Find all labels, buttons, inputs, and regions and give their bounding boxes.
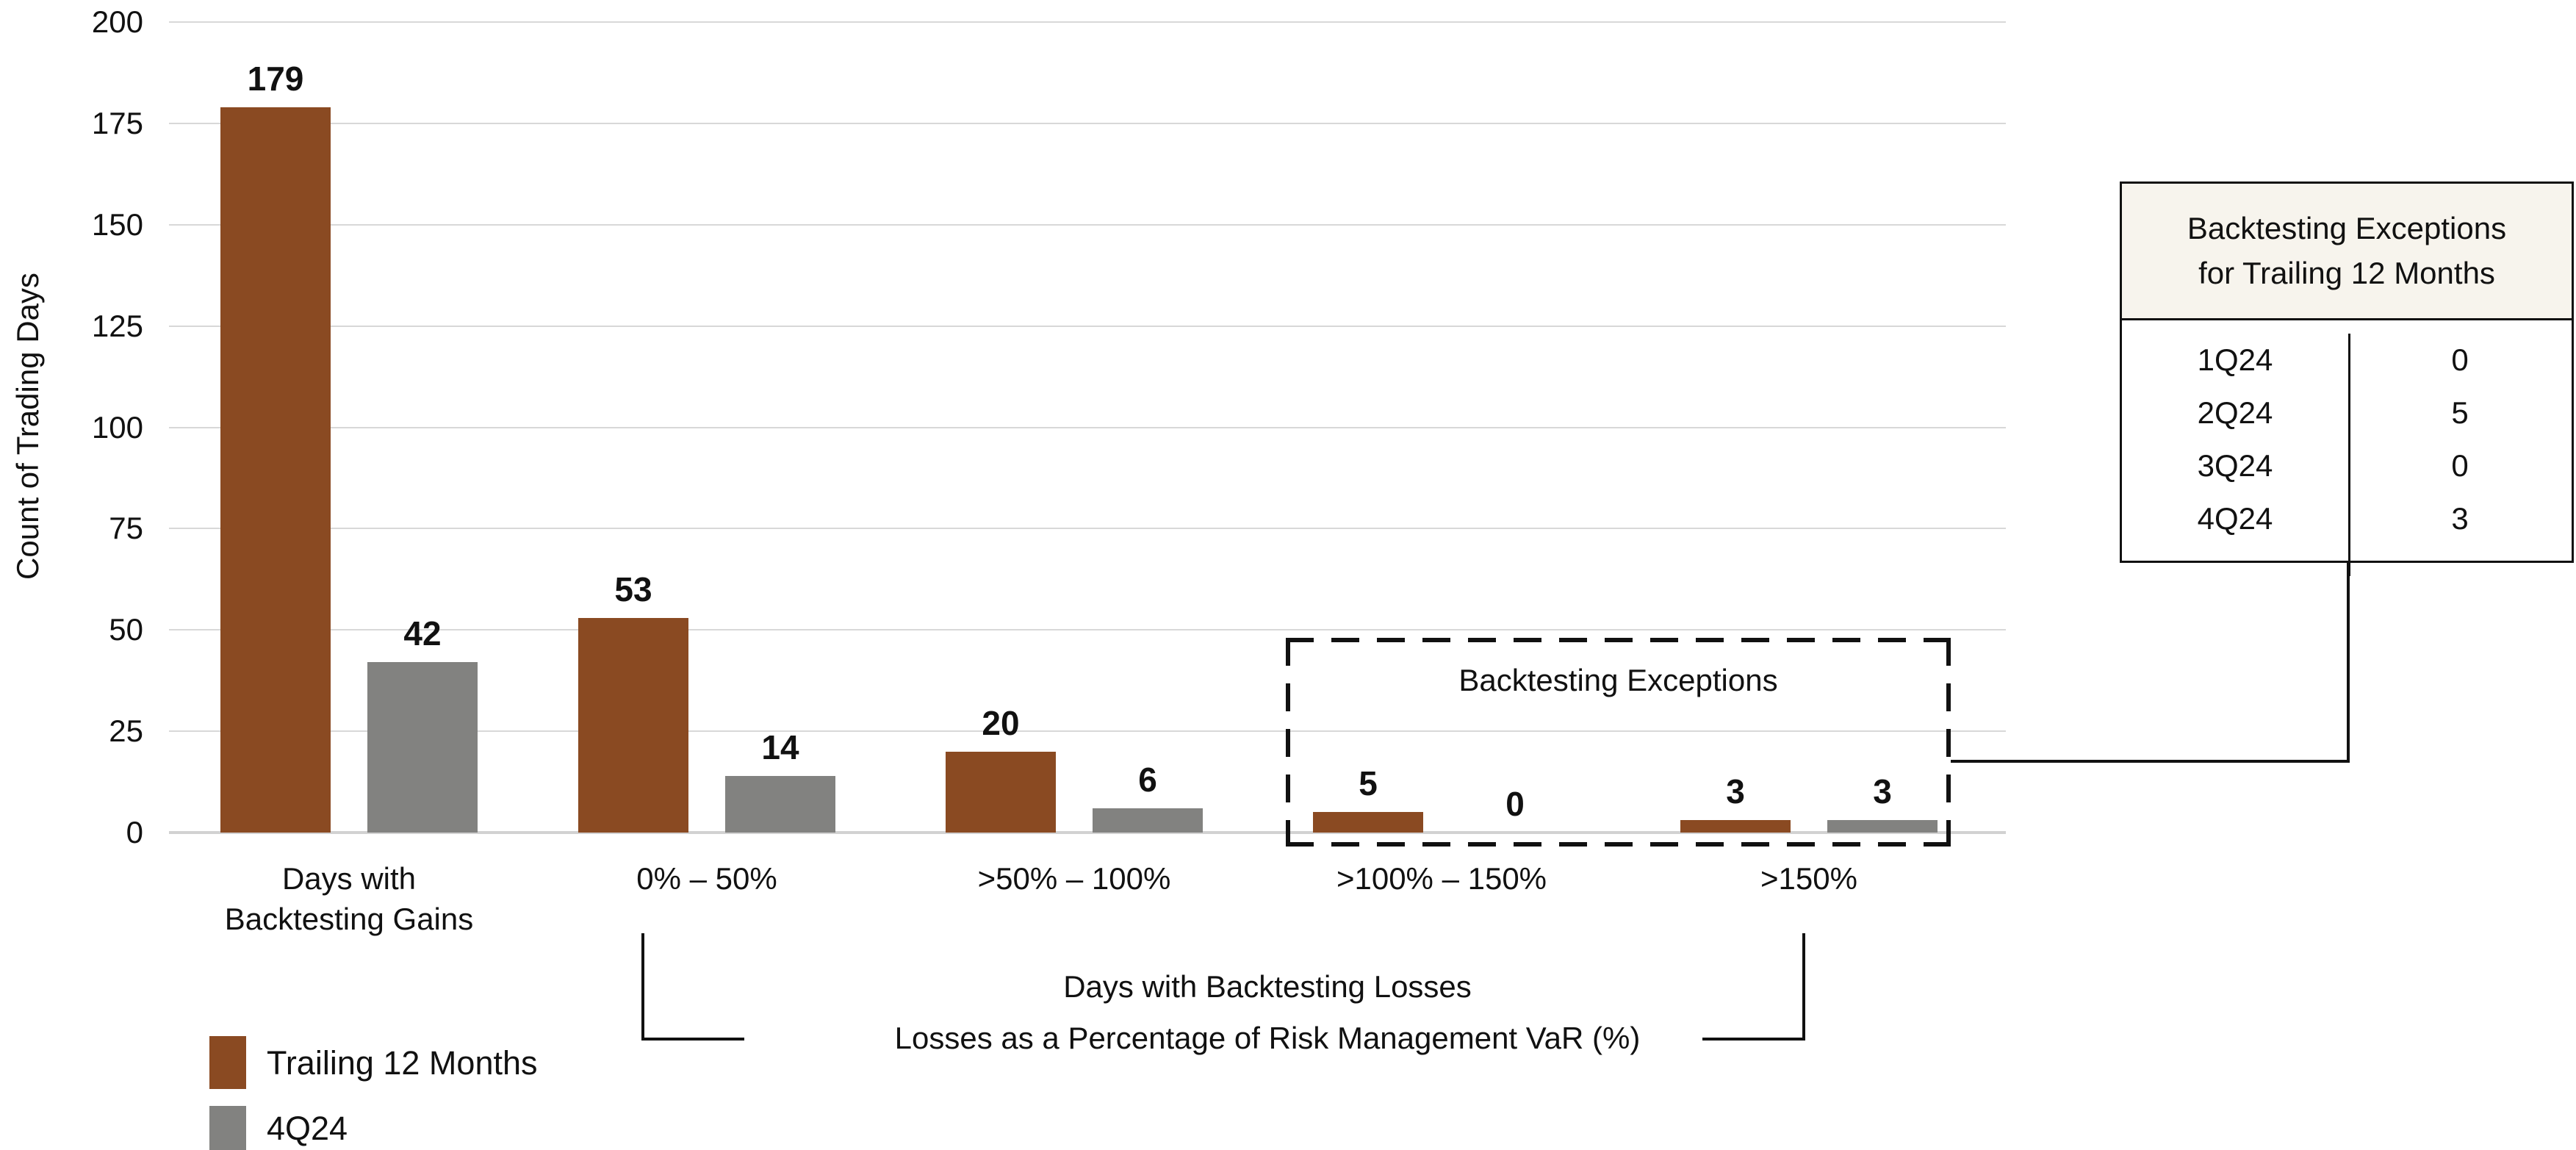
bar-value-label: 20 [982, 704, 1020, 742]
bar-trailing12m-3 [1313, 812, 1423, 833]
gridline-0 [169, 831, 2006, 834]
y-tick-label-150: 150 [91, 206, 143, 242]
bar-value-label: 14 [761, 728, 799, 766]
exceptions-table-quarter-cell: 1Q24 [2197, 342, 2273, 377]
bar-4q24-4 [1827, 820, 1938, 833]
connector-vertical-line [2347, 563, 2350, 763]
exceptions-box-right-edge [1946, 638, 1951, 847]
x-axis-title-line1: Days with Backtesting Losses [1063, 969, 1472, 1004]
gridline-100 [169, 426, 2006, 428]
gridline-150 [169, 223, 2006, 226]
bar-4q24-1 [725, 776, 835, 833]
exceptions-box-title: Backtesting Exceptions [1458, 663, 1778, 697]
exceptions-table: Backtesting Exceptions for Trailing 12 M… [2120, 182, 2574, 576]
bar-trailing12m-2 [946, 752, 1056, 833]
exceptions-table-quarter-cell: 4Q24 [2197, 501, 2273, 536]
bracket-left-horizontal [641, 1038, 744, 1041]
bar-value-label: 3 [1873, 772, 1892, 811]
bracket-left-vertical [641, 933, 644, 1041]
connector-horizontal-line [1951, 760, 2348, 763]
exceptions-table-title-line1: Backtesting Exceptions [2187, 210, 2507, 245]
exceptions-table-quarter-cell: 2Q24 [2197, 395, 2273, 430]
bar-trailing12m-4 [1680, 820, 1791, 833]
y-tick-label-0: 0 [126, 815, 143, 849]
x-category-label-0: Days with Backtesting Gains [224, 861, 474, 937]
trailing-12-months-swatch [209, 1036, 246, 1089]
x-category-label-2: >50% – 100% [977, 861, 1171, 896]
legend-item-4q24: 4Q24 [209, 1105, 348, 1150]
y-tick-label-50: 50 [109, 612, 143, 647]
bar-value-label: 179 [247, 60, 304, 98]
bar-value-label: 6 [1138, 761, 1157, 799]
gridline-50 [169, 629, 2006, 631]
exceptions-box-top-edge [1286, 638, 1951, 642]
exceptions-table-header: Backtesting Exceptions for Trailing 12 M… [2122, 184, 2572, 320]
bar-value-label: 42 [403, 614, 442, 653]
exceptions-table-row: 4Q24 3 [2122, 492, 2572, 545]
gridline-175 [169, 122, 2006, 124]
bracket-right-vertical [1802, 933, 1805, 1041]
gridline-75 [169, 528, 2006, 530]
x-category-label-1: 0% – 50% [636, 861, 777, 896]
exceptions-table-row: 3Q24 0 [2122, 439, 2572, 492]
exceptions-table-value-cell: 0 [2451, 342, 2469, 377]
exceptions-box-left-edge [1286, 638, 1290, 847]
bar-trailing12m-1 [578, 618, 688, 833]
legend-label: Trailing 12 Months [267, 1043, 538, 1082]
x-axis-title-line2: Losses as a Percentage of Risk Managemen… [894, 1021, 1641, 1055]
bar-value-label: 5 [1359, 764, 1378, 802]
gridline-200 [169, 21, 2006, 23]
bracket-right-horizontal [1702, 1038, 1805, 1041]
exceptions-table-row: 2Q24 5 [2122, 387, 2572, 439]
y-tick-label-100: 100 [91, 409, 143, 445]
legend-label: 4Q24 [267, 1109, 348, 1147]
exceptions-table-value-cell: 5 [2451, 395, 2469, 430]
exceptions-table-row: 1Q24 0 [2122, 334, 2572, 387]
gridline-125 [169, 325, 2006, 327]
exceptions-table-body: 1Q24 0 2Q24 5 3Q24 0 4Q24 3 [2122, 334, 2572, 576]
exceptions-table-title-line2: for Trailing 12 Months [2198, 255, 2495, 290]
bar-4q24-0 [367, 662, 478, 833]
x-category-label-4: >150% [1760, 861, 1857, 896]
exceptions-table-column-divider [2348, 334, 2350, 576]
4q24-swatch [209, 1106, 246, 1150]
y-tick-label-175: 175 [91, 105, 143, 140]
exceptions-table-value-cell: 0 [2451, 448, 2469, 483]
bar-value-label: 3 [1726, 772, 1745, 811]
exceptions-table-quarter-cell: 3Q24 [2197, 448, 2273, 483]
y-tick-label-125: 125 [91, 308, 143, 343]
gridline-25 [169, 730, 2006, 733]
bar-trailing12m-0 [220, 107, 331, 833]
y-tick-label-75: 75 [109, 511, 143, 546]
exceptions-table-value-cell: 3 [2451, 501, 2469, 536]
bar-value-label: 0 [1505, 785, 1525, 823]
legend-item-trailing-12-months: Trailing 12 Months [209, 1035, 538, 1090]
y-tick-label-25: 25 [109, 714, 143, 749]
y-tick-label-200: 200 [91, 4, 143, 39]
x-category-label-3: >100% – 150% [1336, 861, 1547, 896]
exceptions-box-bottom-edge [1286, 842, 1951, 847]
bar-4q24-2 [1093, 808, 1203, 833]
bar-value-label: 53 [614, 570, 652, 608]
